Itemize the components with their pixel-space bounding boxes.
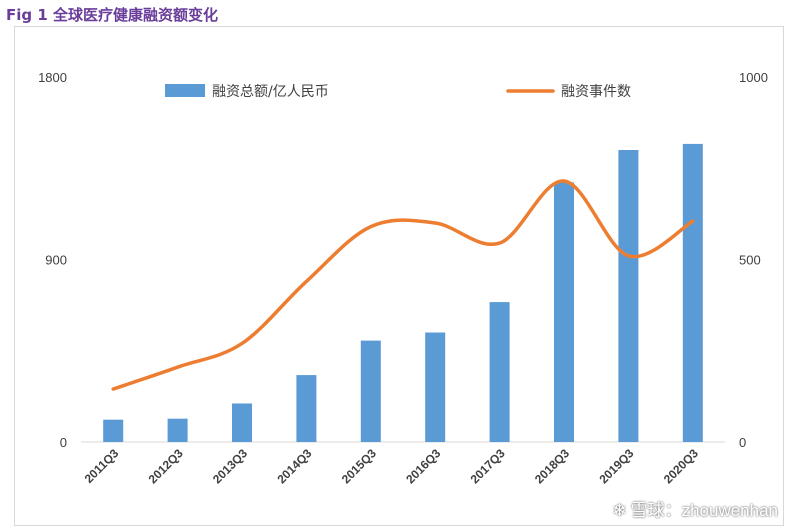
x-tick-label: 2012Q3	[146, 446, 186, 486]
bar	[103, 419, 124, 442]
x-tick-label: 2016Q3	[403, 446, 443, 486]
series-line-events	[111, 179, 695, 391]
snowball-logo-icon: ❄	[612, 501, 627, 520]
bar	[682, 143, 703, 442]
x-tick-label: 2015Q3	[339, 446, 379, 486]
x-tick-label: 2013Q3	[210, 446, 250, 486]
figure-title: Fig 1 全球医疗健康融资额变化	[6, 6, 219, 24]
y-left-tick-label: 900	[45, 253, 67, 268]
bar	[167, 418, 188, 442]
bar	[618, 150, 639, 442]
x-tick-label: 2017Q3	[468, 446, 508, 486]
x-tick-label: 2020Q3	[661, 446, 701, 486]
y-left-tick-label: 0	[60, 435, 67, 450]
x-tick-label: 2011Q3	[82, 446, 122, 486]
legend-label-bar: 融资总额/亿人民币	[212, 84, 329, 100]
bar	[489, 302, 510, 442]
bar	[425, 332, 446, 442]
chart-frame: 0 900 1800 0 500 1000 2011Q3 2012Q3 2013Q3 2014Q3…	[14, 26, 784, 526]
watermark: ❄ 雪球：zhouwenhan	[612, 496, 778, 521]
x-tick-label: 2018Q3	[532, 446, 572, 486]
legend-swatch-bar	[165, 84, 205, 97]
x-tick-label: 2019Q3	[596, 446, 636, 486]
bar	[296, 375, 317, 442]
y-right-tick-label: 0	[739, 435, 746, 450]
legend-label-line: 融资事件数	[561, 84, 631, 100]
chart-svg: 0 900 1800 0 500 1000 2011Q3 2012Q3 2013Q3 2014Q3…	[38, 70, 768, 486]
bar	[554, 182, 574, 442]
y-right-tick-label: 1000	[739, 70, 768, 85]
y-left-tick-label: 1800	[38, 70, 67, 85]
x-tick-label: 2014Q3	[274, 446, 314, 486]
bar	[360, 340, 381, 442]
y-right-tick-label: 500	[739, 253, 761, 268]
bar	[232, 403, 252, 442]
watermark-text: 雪球：zhouwenhan	[630, 501, 778, 520]
